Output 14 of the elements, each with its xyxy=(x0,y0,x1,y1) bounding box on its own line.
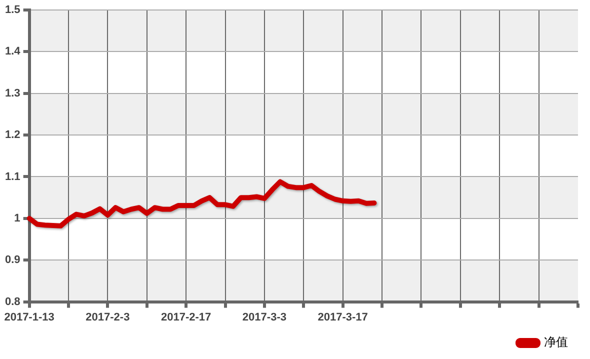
y-tick-label: 0.8 xyxy=(4,296,20,308)
x-tick-label: 2017-2-3 xyxy=(86,311,130,324)
legend-label: 净值 xyxy=(544,335,568,350)
y-tick-label: 1.5 xyxy=(4,4,20,16)
y-tick-label: 1.4 xyxy=(4,46,22,58)
y-tick-label: 0.9 xyxy=(4,254,20,266)
y-tick-label: 1 xyxy=(14,212,20,224)
y-tick-label: 1.3 xyxy=(4,87,20,100)
x-tick-label: 2017-2-17 xyxy=(160,311,212,324)
x-tick-label: 2017-3-17 xyxy=(318,311,368,324)
x-tick-label: 2017-1-13 xyxy=(4,311,54,324)
y-tick-label: 1.2 xyxy=(4,129,20,142)
x-tick-label: 2017-3-3 xyxy=(242,311,286,324)
y-tick-label: 1.1 xyxy=(4,170,20,183)
